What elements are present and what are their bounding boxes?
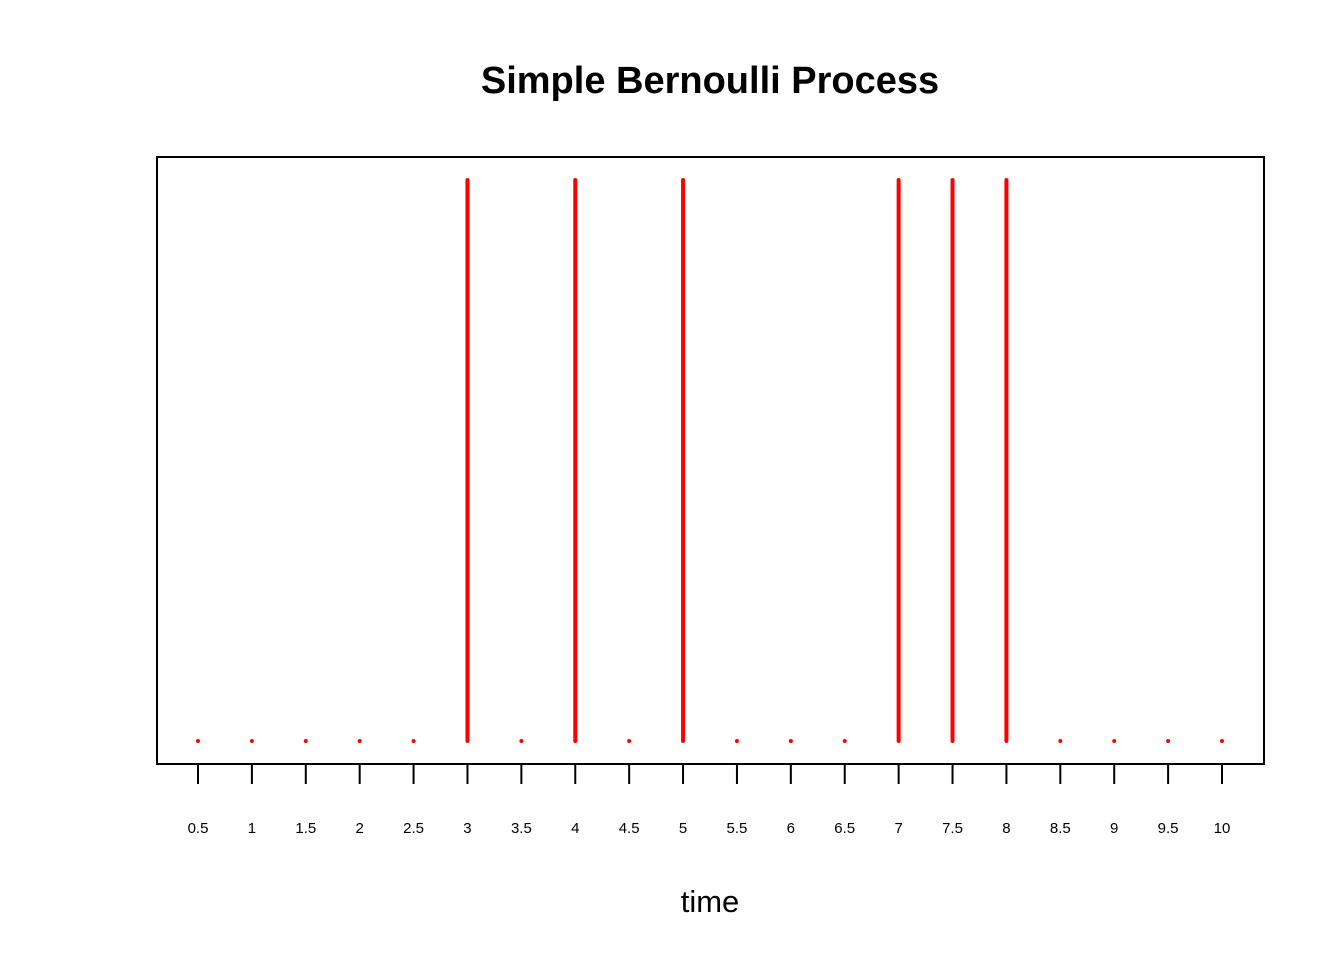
failure-point [519,739,524,743]
x-tick-label: 5.5 [727,820,748,837]
x-tick-label: 10 [1214,820,1231,837]
failure-point [1112,739,1117,743]
failure-point [842,739,847,743]
chart-title: Simple Bernoulli Process [481,60,939,102]
x-tick-label: 4 [571,820,579,837]
x-tick-label: 7 [894,820,902,837]
failure-point [249,739,254,743]
failure-point [627,739,632,743]
x-tick-label: 8.5 [1050,820,1071,837]
failure-point [1058,739,1063,743]
failure-point [411,739,416,743]
x-tick-label: 9.5 [1158,820,1179,837]
failure-point [196,739,200,743]
x-tick-label: 6 [787,820,795,837]
x-tick-label: 9 [1110,820,1118,837]
plot-frame [156,156,1265,765]
bernoulli-marks [196,178,1224,743]
x-tick-label: 2.5 [403,820,424,837]
x-tick-label: 5 [679,820,687,837]
failure-point [734,739,739,743]
x-tick-label: 2 [356,820,364,837]
x-tick-label: 1.5 [295,820,316,837]
x-tick-label: 3 [463,820,471,837]
x-tick-label: 7.5 [942,820,963,837]
failure-point [303,739,308,743]
failure-point [357,739,362,743]
x-axis: 0.5 1 1.5 2 2.5 3 3.5 4 4.5 5 5.5 6 6.5 7 7.5 8 8.5 9 9.5 1… [188,763,1231,837]
x-tick-label: 6.5 [834,820,855,837]
x-tick-label: 0.5 [188,820,209,837]
x-tick-label: 3.5 [511,820,532,837]
failure-point [788,739,793,743]
x-axis-label: time [681,884,740,919]
x-tick-label: 1 [248,820,256,837]
x-tick-label: 4.5 [619,820,640,837]
failure-point [1166,739,1171,743]
failure-point [1220,739,1224,743]
x-tick-label: 8 [1002,820,1010,837]
